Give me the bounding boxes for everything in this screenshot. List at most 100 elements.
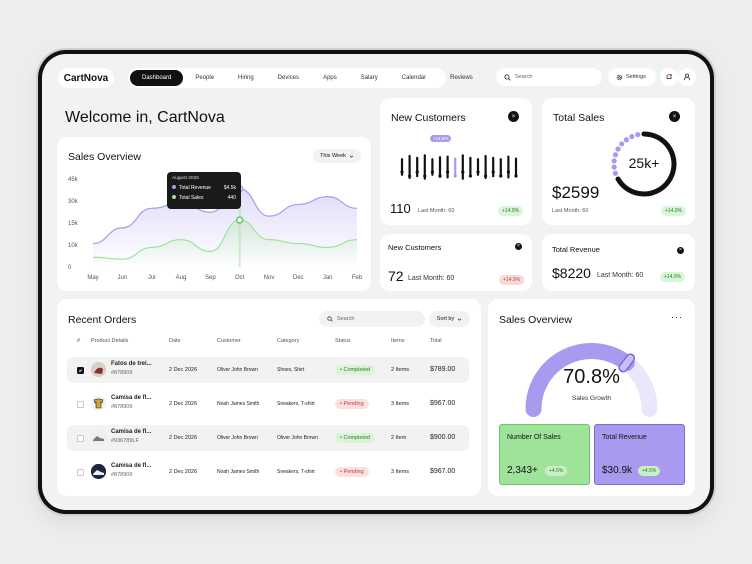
- y-tick-label: 30k: [68, 199, 79, 205]
- number-of-sales-title: Number Of Sales: [507, 434, 561, 441]
- status-badge: • Pending: [335, 399, 369, 409]
- settings-button[interactable]: Settings: [608, 68, 656, 86]
- tooltip-revenue-label: Total Revenue: [179, 185, 211, 191]
- tooltip-sales-value: 440: [227, 195, 236, 201]
- order-date: 2 Dec 2026: [169, 469, 198, 475]
- x-tick-label: Jul: [148, 275, 156, 281]
- period-dropdown[interactable]: This Week: [313, 149, 361, 163]
- tooltip-sales-dot: [172, 195, 176, 199]
- profile-button[interactable]: [678, 68, 696, 86]
- number-of-sales-tile[interactable]: Number Of Sales 2,343+ +4.5%: [499, 424, 590, 485]
- nav-search-input[interactable]: Search: [496, 68, 602, 86]
- y-tick-label: 15k: [68, 221, 79, 227]
- total-sales-title: Total Sales: [553, 112, 605, 124]
- bars-peak-badge: +14.9%: [430, 135, 452, 142]
- product-thumbnail: [91, 362, 106, 377]
- orders-search-placeholder: Search: [337, 316, 355, 322]
- tab-apps[interactable]: Apps: [323, 75, 337, 81]
- status-badge-label: Pending: [343, 469, 364, 475]
- row-checkbox[interactable]: [77, 469, 84, 476]
- gauge-handle: [618, 353, 636, 373]
- col-header-product: Product Details: [91, 338, 129, 344]
- new-customers-small-value: 72: [388, 268, 404, 284]
- sort-dropdown[interactable]: Sort by: [429, 311, 470, 327]
- customer-bar-dot: [438, 174, 442, 178]
- highlight-point-sales: [235, 216, 244, 224]
- total-sales-card: Total Sales × 25k+ $2599 Last Month: 60 …: [542, 98, 695, 225]
- gauge-fill: [525, 343, 635, 417]
- number-of-sales-value: 2,343+: [507, 465, 538, 476]
- product-id: #878909: [111, 472, 133, 478]
- customer-bar-dot: [499, 174, 503, 178]
- order-items: 2 Items: [391, 367, 410, 373]
- check-icon: [78, 369, 83, 373]
- sales-growth-gauge: [525, 343, 658, 417]
- order-customer: Oliver John Brown: [217, 367, 258, 373]
- top-nav: CartNova Dashboard People Hiring Devices…: [42, 54, 710, 94]
- total-revenue-tile-value: $30.9k: [602, 465, 633, 476]
- new-customers-card: New Customers × +14.9% 110 Last Month: 6…: [380, 98, 532, 225]
- x-tick-label: Oct: [235, 275, 245, 281]
- order-customer: Noah James Smith: [217, 469, 260, 475]
- more-options-button[interactable]: ···: [671, 312, 683, 322]
- close-icon: ×: [672, 113, 677, 120]
- customer-bar-dot: [461, 170, 465, 174]
- order-date: 2 Dec 2026: [169, 435, 198, 441]
- customer-bar-dot: [408, 174, 412, 178]
- total-sales-ring: [611, 131, 677, 197]
- product-name: Camisa de fl...: [111, 429, 152, 435]
- y-tick-label: 0: [68, 265, 72, 271]
- order-date: 2 Dec 2026: [169, 401, 198, 407]
- total-revenue-small-card: Total Revenue × $8220 Last Month: 60 +14…: [542, 234, 695, 291]
- tab-calendar[interactable]: Calendar: [401, 75, 427, 81]
- nav-tabs: Dashboard People Hiring Devices Apps Sal…: [128, 68, 473, 88]
- gauge-card-title: Sales Overview: [499, 314, 572, 326]
- number-of-sales-badge: +4.5%: [545, 466, 568, 476]
- x-tick-label: Jun: [117, 275, 127, 281]
- row-checkbox[interactable]: [77, 401, 84, 408]
- order-customer: Oliver John Brown: [217, 435, 258, 441]
- tooltip-revenue-value: $4.5k: [223, 185, 236, 191]
- y-tick-label: 45k: [68, 177, 79, 183]
- close-new-customers-button[interactable]: ×: [508, 111, 519, 122]
- series-area-1: [93, 220, 357, 267]
- total-sales-last-month: Last Month: 60: [552, 208, 589, 214]
- table-row[interactable]: [67, 425, 469, 451]
- logo[interactable]: CartNova: [58, 68, 114, 88]
- notification-button[interactable]: [660, 68, 678, 86]
- x-tick-label: May: [87, 275, 98, 281]
- close-new-customers-small-button[interactable]: ×: [515, 243, 522, 250]
- order-total: $967.00: [430, 400, 456, 407]
- ring-progress-arc: [615, 131, 677, 197]
- close-icon: ×: [679, 247, 682, 253]
- product-name: Fatos de trei...: [111, 361, 152, 367]
- ring-remaining-dot: [611, 158, 617, 164]
- row-checkbox[interactable]: [77, 367, 84, 374]
- total-revenue-tile[interactable]: Total Revenue $30.9k +4.5%: [594, 424, 685, 485]
- new-customers-small-badge: +14.9%: [499, 275, 525, 285]
- gauge-label: Sales Growth: [571, 395, 612, 402]
- order-total: $967.00: [430, 468, 456, 475]
- close-icon: ×: [517, 243, 520, 249]
- x-tick-label: Jan: [323, 275, 333, 281]
- ring-remaining-dot: [612, 152, 619, 158]
- close-total-revenue-small-button[interactable]: ×: [677, 247, 684, 254]
- close-total-sales-button[interactable]: ×: [669, 111, 680, 122]
- tab-people[interactable]: People: [195, 75, 215, 81]
- tab-salary[interactable]: Salary: [360, 75, 378, 81]
- ring-remaining-dot: [612, 170, 619, 176]
- tab-devices[interactable]: Devices: [277, 75, 300, 81]
- tab-hiring[interactable]: Hiring: [238, 75, 254, 81]
- orders-search-input[interactable]: Search: [319, 311, 425, 327]
- order-category: Oliver John Brown: [277, 435, 318, 441]
- total-sales-ring-center: 25k+: [628, 155, 660, 171]
- status-badge: • Pending: [335, 467, 369, 477]
- x-tick-label: Feb: [352, 275, 363, 281]
- tab-reviews[interactable]: Reviews: [450, 75, 473, 81]
- tab-dashboard[interactable]: Dashboard: [130, 70, 184, 86]
- row-checkbox[interactable]: [77, 435, 84, 442]
- table-row[interactable]: [67, 357, 469, 383]
- order-items: 2 Item: [391, 435, 407, 441]
- nav-search-placeholder: Search: [515, 74, 533, 80]
- close-icon: ×: [511, 113, 516, 120]
